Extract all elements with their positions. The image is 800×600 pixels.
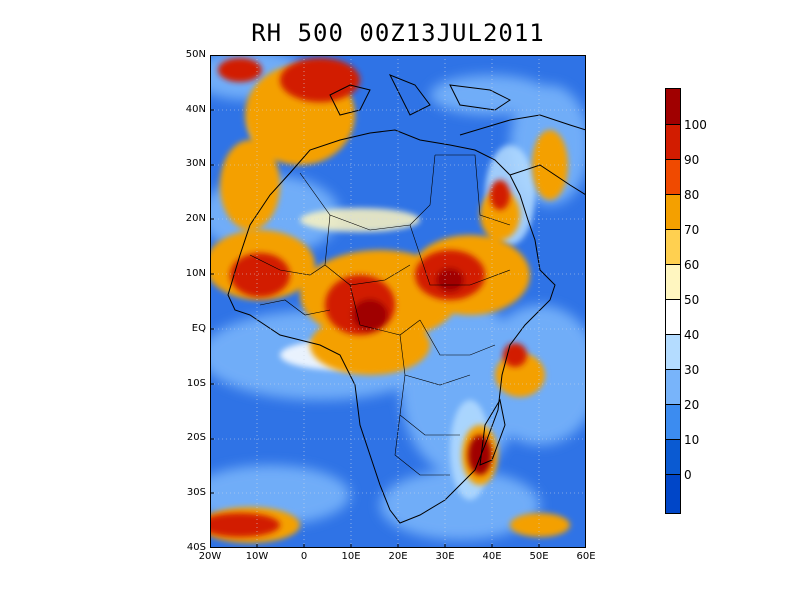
colorbar-swatch — [665, 230, 681, 265]
colorbar-label: 30 — [684, 363, 700, 377]
lat-label: 40S — [186, 542, 206, 553]
map-title: RH 500 00Z13JUL2011 — [251, 19, 545, 47]
colorbar-label: 80 — [684, 188, 700, 202]
map-panel — [210, 55, 586, 548]
lon-label: 40E — [482, 551, 502, 562]
coastlines — [227, 74, 586, 524]
colorbar-label: 10 — [684, 433, 700, 447]
lat-label: 30S — [186, 487, 206, 498]
lon-label: 30E — [435, 551, 455, 562]
colorbar-swatch — [665, 405, 681, 440]
colorbar-label: 70 — [684, 223, 700, 237]
lat-label: 10N — [185, 268, 206, 279]
colorbar-label: 100 — [684, 118, 707, 132]
lon-label: 60E — [576, 551, 596, 562]
colorbar-swatch — [665, 440, 681, 475]
colorbar-label: 40 — [684, 328, 700, 342]
colorbar-label: 0 — [684, 468, 692, 482]
colorbar-label: 90 — [684, 153, 700, 167]
colorbar-label: 20 — [684, 398, 700, 412]
colorbar-swatch — [665, 195, 681, 230]
lat-label: 40N — [185, 104, 206, 115]
rh-contour-map — [210, 55, 586, 548]
colorbar-swatch — [665, 300, 681, 335]
lon-label: 20E — [388, 551, 408, 562]
lat-label: 50N — [185, 49, 206, 60]
graticule — [210, 55, 586, 548]
lat-label: EQ — [191, 323, 206, 334]
lon-label: 10E — [341, 551, 361, 562]
colorbar-swatch — [665, 89, 681, 125]
lat-label: 20N — [185, 213, 206, 224]
lat-label: 10S — [186, 378, 206, 389]
colorbar-swatch — [665, 125, 681, 160]
colorbar-label: 50 — [684, 293, 700, 307]
lon-label: 10W — [245, 551, 269, 562]
rh-field-80-100 — [210, 58, 527, 537]
colorbar-swatch — [665, 475, 681, 514]
colorbar-swatch — [665, 370, 681, 405]
lon-label: 0 — [300, 551, 308, 562]
axis-ticks — [210, 109, 540, 548]
colorbar-swatch — [665, 160, 681, 195]
colorbar-swatch — [665, 335, 681, 370]
lat-label: 20S — [186, 432, 206, 443]
lat-label: 30N — [185, 158, 206, 169]
lon-label: 20W — [198, 551, 222, 562]
country-borders — [249, 154, 511, 476]
lon-label: 50E — [529, 551, 549, 562]
colorbar-label: 60 — [684, 258, 700, 272]
colorbar-swatch — [665, 265, 681, 300]
colorbar — [665, 88, 681, 514]
